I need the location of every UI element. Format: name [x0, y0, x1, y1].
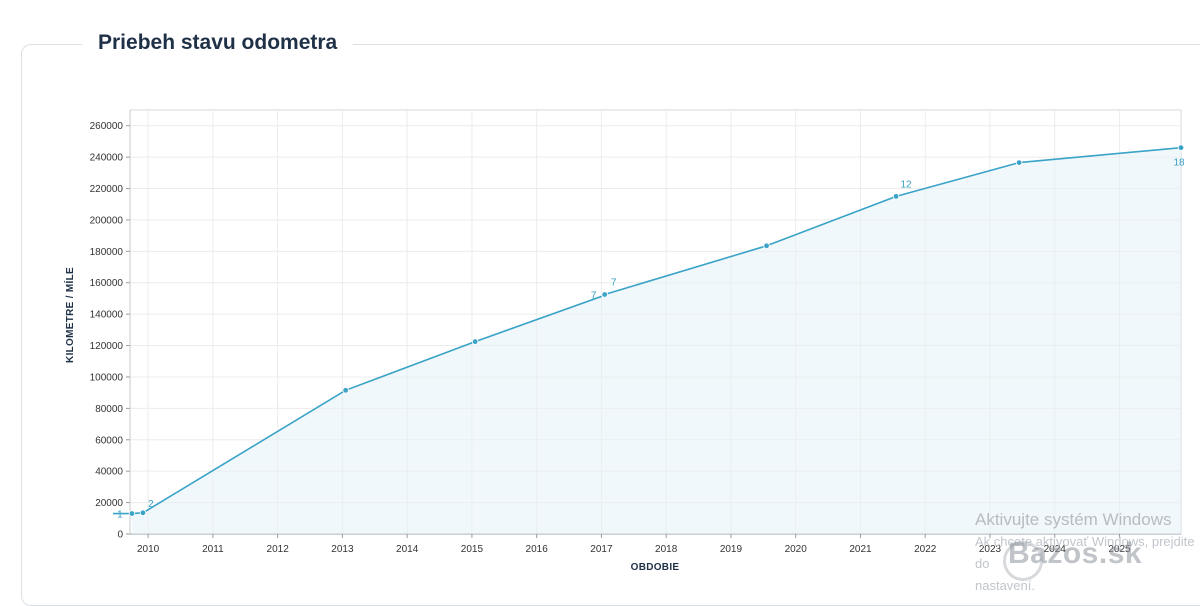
y-tick-label: 60000: [95, 435, 123, 446]
data-point-label: 7: [591, 290, 597, 301]
data-point: [1015, 159, 1023, 166]
x-tick-label: 2022: [914, 544, 937, 555]
x-tick-label: 2018: [655, 544, 678, 555]
data-point: [763, 242, 770, 250]
area-fill: [131, 147, 1181, 534]
data-point: [128, 510, 136, 517]
y-tick-label: 180000: [90, 247, 124, 258]
x-tick-label: 2021: [849, 544, 872, 555]
data-point: [139, 509, 147, 516]
y-tick-label: 80000: [95, 404, 123, 415]
x-tick-label: 2013: [331, 544, 354, 555]
x-tick-label: 2020: [785, 544, 808, 555]
y-tick-label: 40000: [95, 467, 123, 478]
x-tick-label: 2016: [526, 544, 549, 555]
y-tick-label: 260000: [90, 121, 124, 132]
brand-watermark: Bazos.sk: [1008, 537, 1143, 570]
data-point-label: 1: [117, 510, 123, 521]
y-tick-label: 200000: [90, 215, 124, 226]
watermark-line1: Aktivujte systém Windows: [975, 510, 1172, 529]
data-point: [892, 193, 900, 200]
x-tick-label: 2015: [461, 544, 484, 555]
page-title: Priebeh stavu odometra: [82, 28, 354, 58]
x-tick-label: 2011: [202, 544, 224, 555]
data-point-label: 2: [148, 499, 154, 510]
data-point: [601, 291, 608, 298]
y-tick-label: 20000: [95, 498, 123, 509]
y-tick-label: 120000: [90, 341, 124, 352]
x-axis-label: OBDOBIE: [631, 562, 680, 573]
data-point-label: 18: [1173, 158, 1185, 169]
watermark-line3: nastavení.: [975, 578, 1035, 593]
data-point: [342, 387, 349, 394]
data-point-label: 12: [901, 179, 913, 190]
y-tick-label: 140000: [90, 310, 124, 321]
y-tick-label: 0: [117, 530, 123, 541]
y-tick-label: 240000: [90, 153, 124, 164]
data-point: [471, 338, 479, 345]
brand-logo-icon: [1003, 541, 1043, 581]
x-tick-label: 2024: [1044, 544, 1067, 555]
x-tick-label: 2017: [590, 544, 613, 555]
x-tick-label: 2023: [979, 544, 1002, 555]
y-tick-label: 100000: [90, 372, 124, 383]
y-tick-label: 160000: [90, 278, 124, 289]
x-tick-label: 2019: [720, 544, 743, 555]
y-axis-label: KILOMETRE / MÍLE: [63, 267, 76, 363]
x-tick-label: 2025: [1108, 544, 1131, 555]
x-tick-label: 2014: [396, 544, 419, 555]
x-tick-label: 2012: [267, 544, 290, 555]
data-point: [1177, 144, 1185, 151]
data-point-label: 7: [611, 278, 617, 289]
x-tick-label: 2010: [137, 544, 160, 555]
y-tick-label: 220000: [90, 184, 124, 195]
